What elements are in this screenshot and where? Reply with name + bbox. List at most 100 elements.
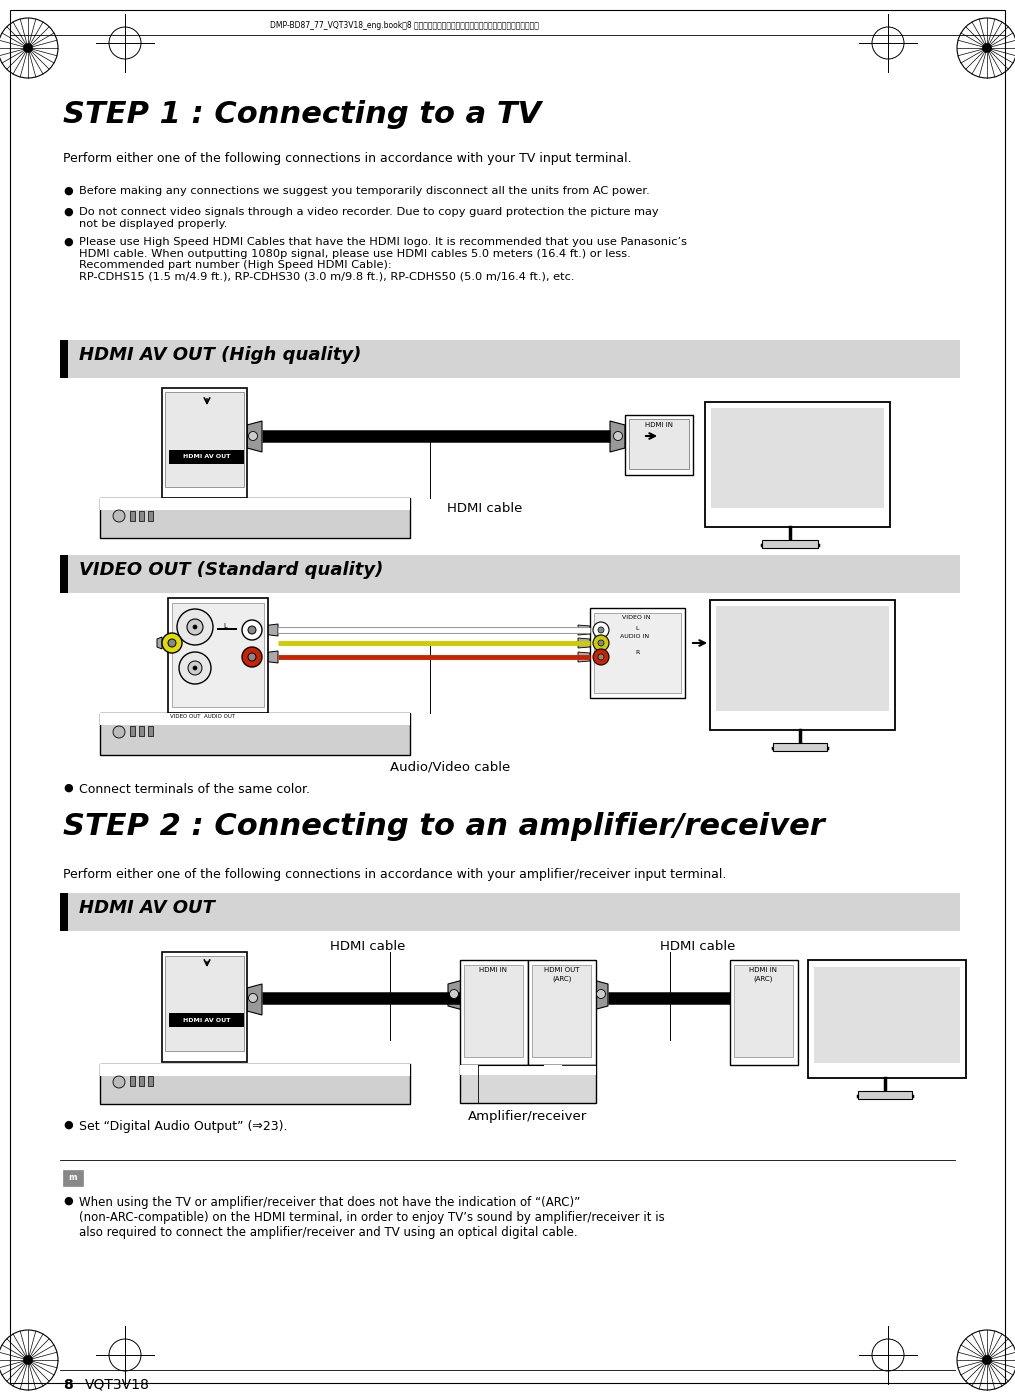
- Bar: [217, 628, 236, 630]
- Circle shape: [113, 726, 125, 738]
- Circle shape: [23, 1355, 32, 1365]
- Circle shape: [450, 989, 459, 999]
- Circle shape: [168, 639, 176, 646]
- Text: Please use High Speed HDMI Cables that have the HDMI logo. It is recommended tha: Please use High Speed HDMI Cables that h…: [79, 237, 687, 281]
- Bar: [60, 893, 68, 931]
- Circle shape: [23, 43, 32, 53]
- Text: Set “Digital Audio Output” (⇒23).: Set “Digital Audio Output” (⇒23).: [79, 1120, 287, 1133]
- Bar: [60, 554, 68, 593]
- Circle shape: [162, 632, 182, 653]
- Bar: [165, 391, 244, 488]
- Polygon shape: [157, 637, 162, 649]
- Text: Perform either one of the following connections in accordance with your amplifie: Perform either one of the following conn…: [63, 868, 727, 880]
- Bar: [130, 1075, 135, 1087]
- Circle shape: [113, 510, 125, 522]
- Text: AUDIO IN: AUDIO IN: [620, 634, 650, 639]
- Bar: [710, 408, 884, 508]
- Circle shape: [249, 432, 258, 440]
- Bar: [705, 403, 890, 527]
- Bar: [172, 603, 264, 708]
- Bar: [139, 1075, 144, 1087]
- Text: HDMI AV OUT: HDMI AV OUT: [184, 1017, 230, 1022]
- Bar: [63, 1170, 83, 1185]
- Text: Do not connect video signals through a video recorder. Due to copy guard protect: Do not connect video signals through a v…: [79, 208, 659, 228]
- Bar: [858, 1091, 912, 1099]
- Text: Amplifier/receiver: Amplifier/receiver: [468, 1110, 588, 1123]
- Circle shape: [983, 43, 992, 53]
- Circle shape: [248, 625, 256, 634]
- Bar: [170, 450, 244, 464]
- Polygon shape: [578, 638, 590, 648]
- Bar: [100, 499, 410, 538]
- Text: (ARC): (ARC): [552, 975, 571, 982]
- Polygon shape: [631, 432, 686, 449]
- Text: ●: ●: [63, 187, 73, 196]
- Text: HDMI OUT: HDMI OUT: [544, 967, 580, 972]
- Text: (ARC): (ARC): [753, 975, 772, 982]
- Text: L: L: [223, 623, 227, 630]
- Bar: [100, 1064, 410, 1075]
- Polygon shape: [262, 624, 278, 637]
- Circle shape: [598, 627, 604, 632]
- Circle shape: [983, 1355, 992, 1365]
- Bar: [60, 340, 68, 378]
- Bar: [60, 893, 960, 931]
- Text: ●: ●: [63, 208, 73, 217]
- Text: 8: 8: [63, 1378, 73, 1392]
- Text: VQT3V18: VQT3V18: [85, 1378, 150, 1392]
- Text: R: R: [635, 651, 639, 655]
- Circle shape: [613, 432, 622, 440]
- Text: VIDEO OUT  AUDIO OUT: VIDEO OUT AUDIO OUT: [170, 715, 235, 719]
- Bar: [460, 1066, 596, 1075]
- Circle shape: [248, 653, 256, 662]
- Circle shape: [249, 993, 258, 1003]
- Bar: [716, 606, 889, 710]
- Bar: [762, 540, 818, 547]
- Bar: [170, 1013, 244, 1027]
- Bar: [100, 713, 410, 724]
- Circle shape: [113, 1075, 125, 1088]
- Polygon shape: [171, 982, 242, 1007]
- Bar: [773, 742, 827, 751]
- Bar: [528, 960, 596, 1066]
- Text: HDMI cable: HDMI cable: [330, 940, 405, 953]
- Polygon shape: [448, 981, 463, 1010]
- Bar: [148, 1075, 153, 1087]
- Bar: [730, 960, 798, 1066]
- Circle shape: [179, 652, 211, 684]
- Polygon shape: [262, 651, 278, 663]
- Bar: [464, 965, 523, 1057]
- Bar: [165, 956, 244, 1050]
- Circle shape: [242, 646, 262, 667]
- Bar: [139, 511, 144, 521]
- Polygon shape: [610, 421, 625, 451]
- Text: HDMI AV OUT: HDMI AV OUT: [184, 454, 230, 460]
- Text: ●: ●: [63, 1197, 73, 1206]
- Text: VIDEO IN: VIDEO IN: [622, 614, 651, 620]
- Bar: [130, 511, 135, 521]
- Bar: [100, 713, 410, 755]
- Bar: [594, 613, 681, 692]
- Circle shape: [593, 635, 609, 651]
- Bar: [168, 713, 268, 724]
- Circle shape: [597, 989, 606, 999]
- Text: HDMI IN: HDMI IN: [645, 422, 673, 428]
- Bar: [460, 1066, 596, 1103]
- Bar: [162, 951, 247, 1061]
- Text: When using the TV or amplifier/receiver that does not have the indication of “(A: When using the TV or amplifier/receiver …: [79, 1197, 665, 1238]
- Circle shape: [193, 625, 197, 630]
- Bar: [130, 726, 135, 736]
- Bar: [814, 967, 960, 1063]
- Text: STEP 2 : Connecting to an amplifier/receiver: STEP 2 : Connecting to an amplifier/rece…: [63, 812, 825, 841]
- Text: VIDEO OUT (Standard quality): VIDEO OUT (Standard quality): [79, 561, 384, 579]
- Bar: [148, 726, 153, 736]
- Polygon shape: [465, 978, 519, 993]
- Bar: [532, 965, 591, 1057]
- Bar: [460, 960, 528, 1066]
- Bar: [808, 960, 966, 1078]
- Bar: [100, 1064, 410, 1105]
- Polygon shape: [735, 986, 789, 1002]
- Bar: [60, 554, 960, 593]
- Text: Audio/Video cable: Audio/Video cable: [390, 761, 511, 773]
- Text: HDMI AV OUT: HDMI AV OUT: [79, 898, 215, 917]
